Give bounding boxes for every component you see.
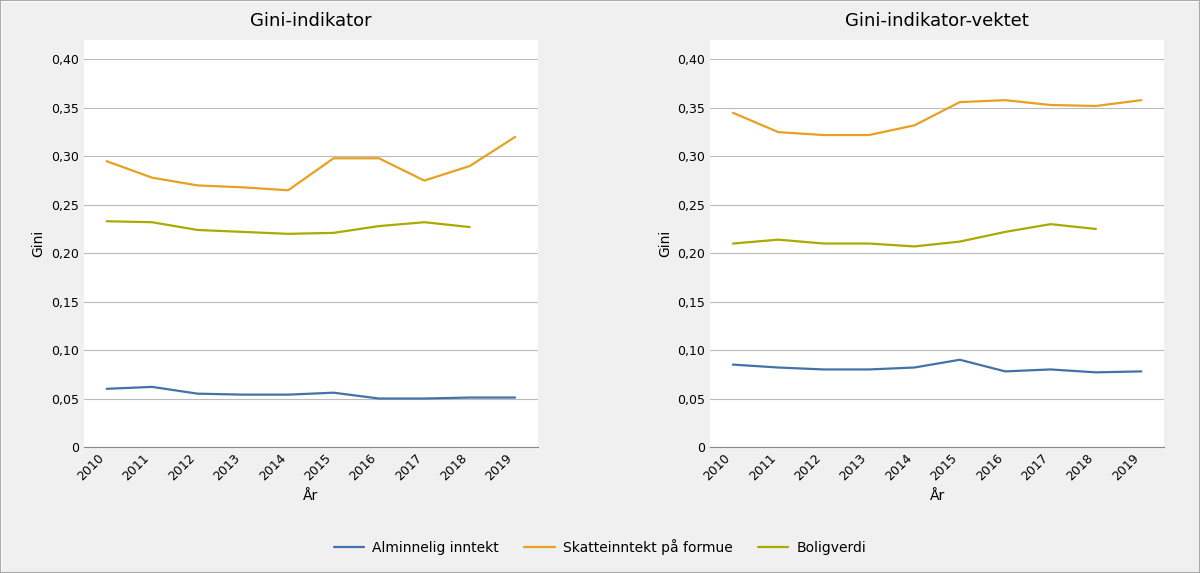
Y-axis label: Gini: Gini xyxy=(31,230,46,257)
Legend: Alminnelig inntekt, Skatteinntekt på formue, Boligverdi: Alminnelig inntekt, Skatteinntekt på for… xyxy=(328,533,872,560)
Alminnelig inntekt xyxy=(953,356,967,363)
Boligverdi xyxy=(907,243,922,250)
Skatteinntekt på formue xyxy=(281,187,295,194)
Alminnelig inntekt xyxy=(772,364,786,371)
Alminnelig inntekt xyxy=(281,391,295,398)
Skatteinntekt på formue xyxy=(816,132,830,139)
Skatteinntekt på formue xyxy=(1134,97,1148,104)
Boligverdi xyxy=(1088,226,1103,233)
Skatteinntekt på formue xyxy=(1088,103,1103,109)
Alminnelig inntekt xyxy=(508,394,522,401)
Title: Gini-indikator-vektet: Gini-indikator-vektet xyxy=(845,12,1028,30)
Boligverdi xyxy=(235,229,250,236)
Line: Skatteinntekt på formue: Skatteinntekt på formue xyxy=(107,137,515,190)
Skatteinntekt på formue xyxy=(772,129,786,136)
Alminnelig inntekt xyxy=(1134,368,1148,375)
Alminnelig inntekt xyxy=(418,395,432,402)
Boligverdi xyxy=(772,236,786,243)
Skatteinntekt på formue xyxy=(235,184,250,191)
Title: Gini-indikator: Gini-indikator xyxy=(250,12,372,30)
Boligverdi xyxy=(816,240,830,247)
Skatteinntekt på formue xyxy=(862,132,876,139)
Line: Boligverdi: Boligverdi xyxy=(107,221,469,234)
Skatteinntekt på formue xyxy=(145,174,160,181)
Boligverdi xyxy=(726,240,740,247)
Skatteinntekt på formue xyxy=(191,182,205,189)
Skatteinntekt på formue xyxy=(998,97,1013,104)
Skatteinntekt på formue xyxy=(418,177,432,184)
Boligverdi xyxy=(372,223,386,230)
Skatteinntekt på formue xyxy=(100,158,114,164)
Skatteinntekt på formue xyxy=(326,155,341,162)
Skatteinntekt på formue xyxy=(953,99,967,105)
Boligverdi xyxy=(326,229,341,236)
Alminnelig inntekt xyxy=(907,364,922,371)
Boligverdi xyxy=(100,218,114,225)
Alminnelig inntekt xyxy=(998,368,1013,375)
Alminnelig inntekt xyxy=(100,386,114,393)
Line: Alminnelig inntekt: Alminnelig inntekt xyxy=(733,360,1141,372)
Boligverdi xyxy=(418,219,432,226)
Boligverdi xyxy=(462,223,476,230)
Boligverdi xyxy=(1043,221,1057,227)
Alminnelig inntekt xyxy=(862,366,876,373)
Alminnelig inntekt xyxy=(1043,366,1057,373)
Skatteinntekt på formue xyxy=(1043,101,1057,108)
Line: Boligverdi: Boligverdi xyxy=(733,224,1096,246)
Alminnelig inntekt xyxy=(462,394,476,401)
X-axis label: År: År xyxy=(304,489,318,503)
Skatteinntekt på formue xyxy=(726,109,740,116)
Alminnelig inntekt xyxy=(235,391,250,398)
Alminnelig inntekt xyxy=(326,389,341,396)
Alminnelig inntekt xyxy=(1088,369,1103,376)
Alminnelig inntekt xyxy=(726,361,740,368)
Skatteinntekt på formue xyxy=(462,163,476,170)
Boligverdi xyxy=(953,238,967,245)
Boligverdi xyxy=(145,219,160,226)
Skatteinntekt på formue xyxy=(508,134,522,140)
X-axis label: År: År xyxy=(930,489,944,503)
Alminnelig inntekt xyxy=(145,383,160,390)
Boligverdi xyxy=(191,226,205,233)
Y-axis label: Gini: Gini xyxy=(658,230,672,257)
Skatteinntekt på formue xyxy=(372,155,386,162)
Boligverdi xyxy=(998,229,1013,236)
Alminnelig inntekt xyxy=(372,395,386,402)
Skatteinntekt på formue xyxy=(907,122,922,129)
Line: Alminnelig inntekt: Alminnelig inntekt xyxy=(107,387,515,398)
Line: Skatteinntekt på formue: Skatteinntekt på formue xyxy=(733,100,1141,135)
Alminnelig inntekt xyxy=(816,366,830,373)
Alminnelig inntekt xyxy=(191,390,205,397)
Boligverdi xyxy=(281,230,295,237)
Boligverdi xyxy=(862,240,876,247)
